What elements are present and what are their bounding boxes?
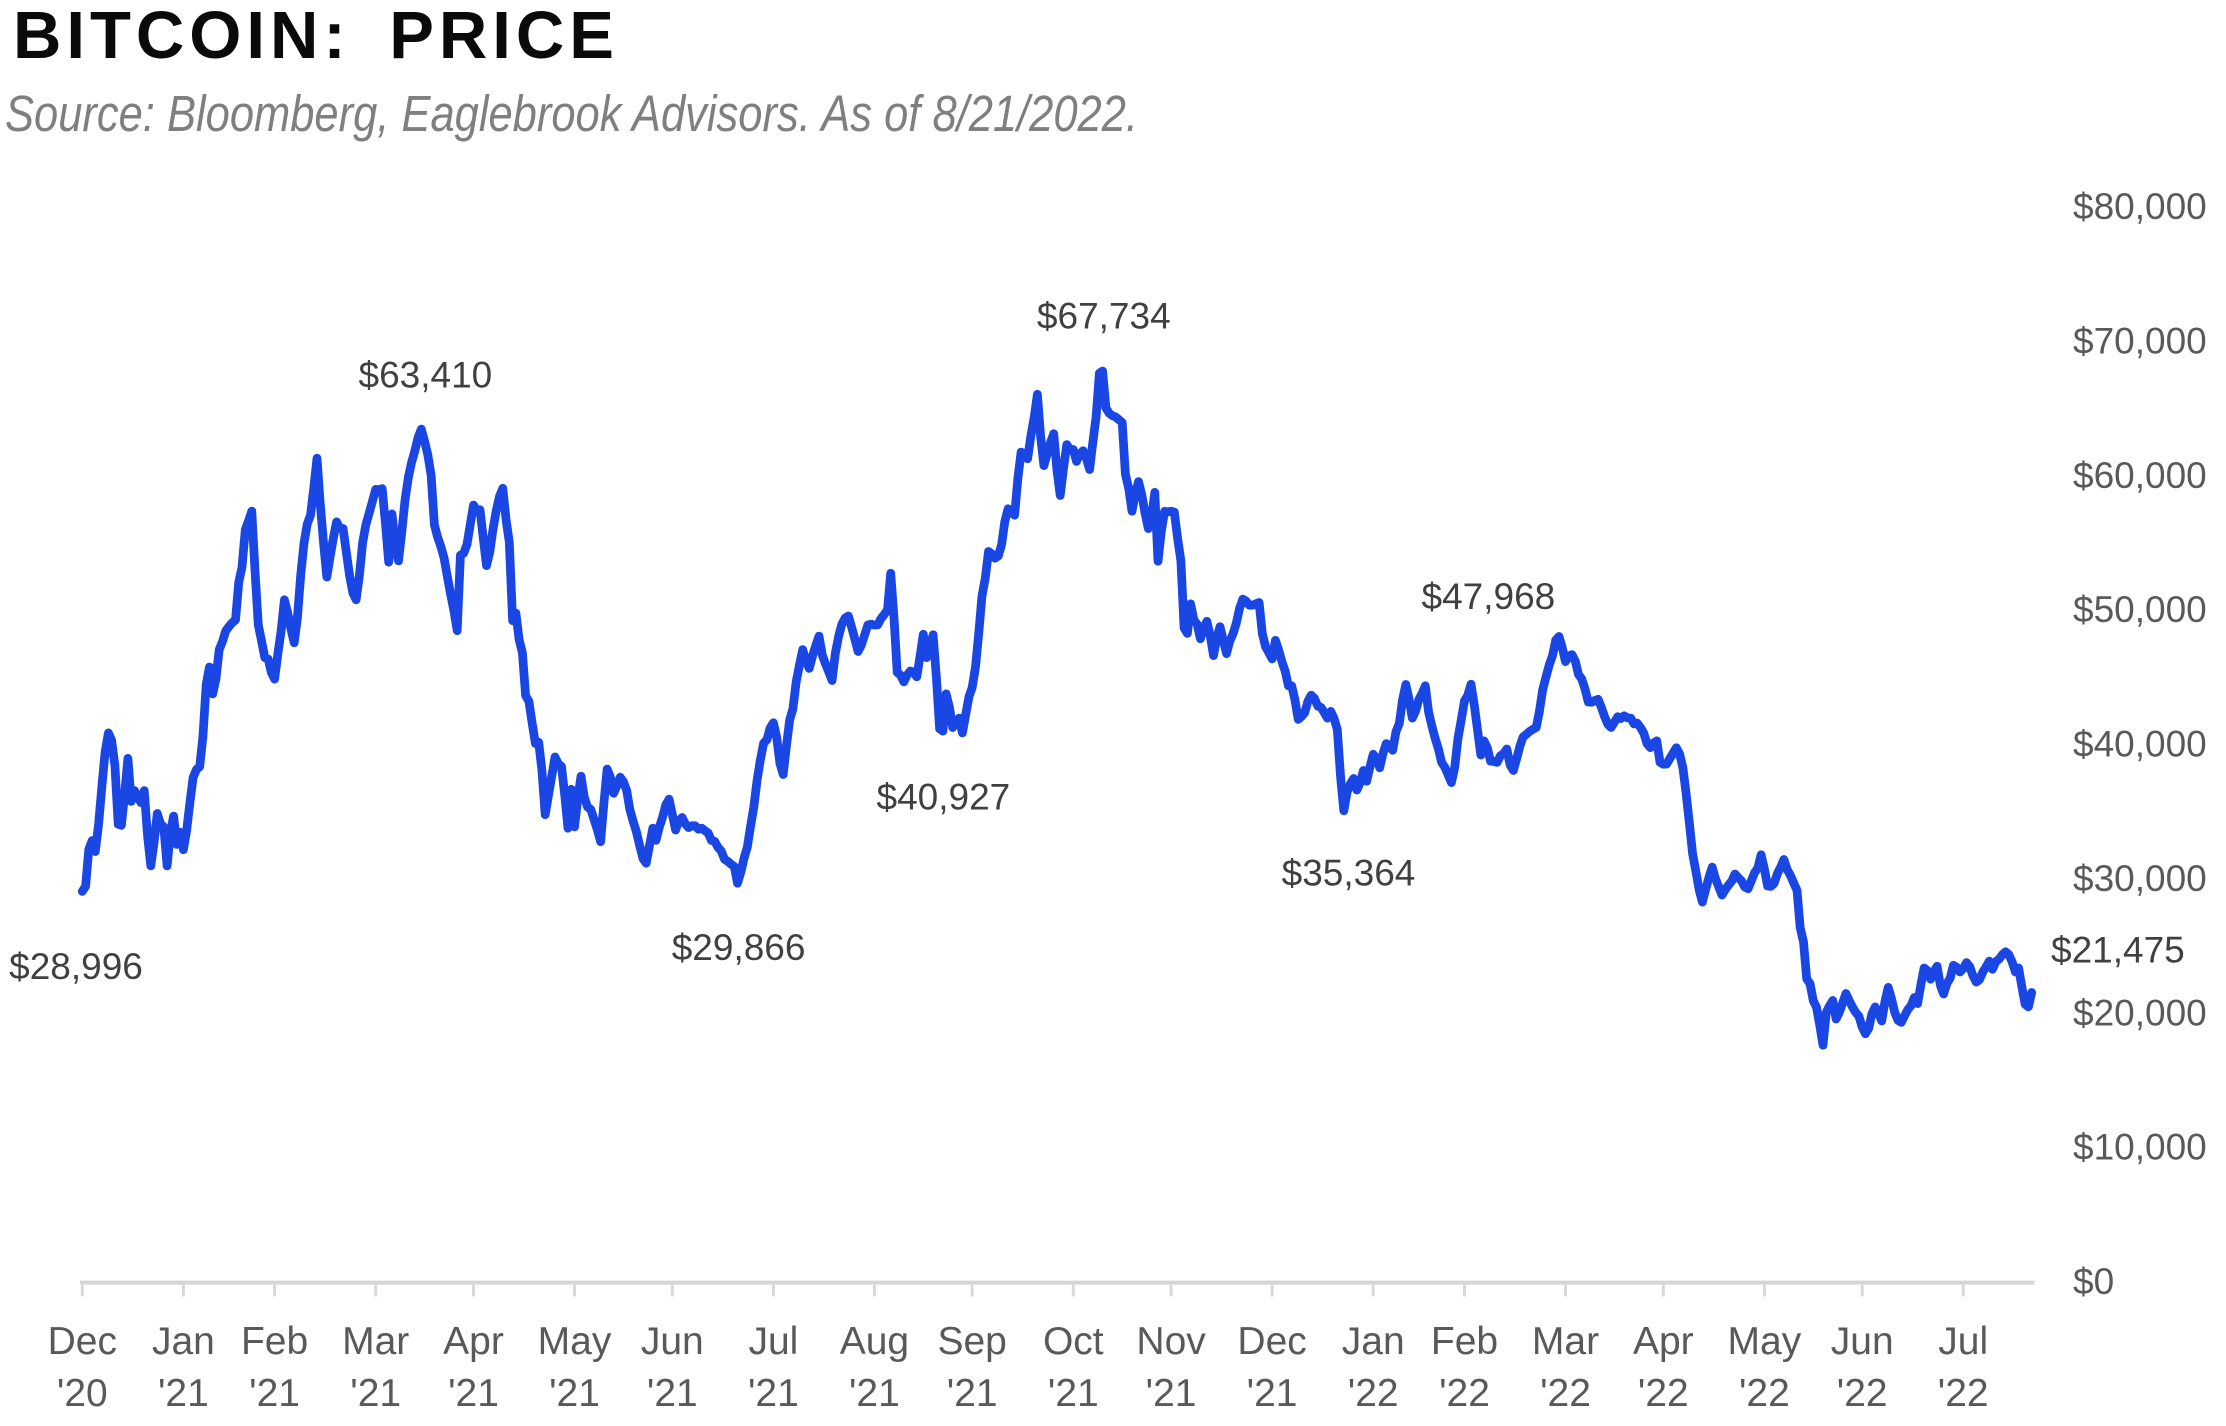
svg-text:'21: '21 bbox=[748, 1372, 799, 1415]
svg-text:Source: Bloomberg, Eaglebrook: Source: Bloomberg, Eaglebrook Advisors. … bbox=[5, 85, 1138, 142]
svg-text:Feb: Feb bbox=[1431, 1320, 1498, 1363]
svg-text:'21: '21 bbox=[947, 1372, 998, 1415]
svg-text:$80,000: $80,000 bbox=[2073, 186, 2207, 227]
svg-text:'21: '21 bbox=[350, 1372, 401, 1415]
svg-text:BITCOIN: PRICE: BITCOIN: PRICE bbox=[13, 0, 619, 73]
svg-text:Dec: Dec bbox=[48, 1320, 117, 1363]
svg-text:'22: '22 bbox=[1739, 1372, 1790, 1415]
svg-text:$20,000: $20,000 bbox=[2073, 992, 2207, 1033]
svg-text:Sep: Sep bbox=[937, 1320, 1006, 1363]
svg-text:$40,927: $40,927 bbox=[877, 776, 1011, 817]
svg-text:Jun: Jun bbox=[641, 1320, 704, 1363]
svg-text:$0: $0 bbox=[2073, 1261, 2114, 1302]
svg-text:'21: '21 bbox=[1146, 1372, 1197, 1415]
svg-text:Mar: Mar bbox=[342, 1320, 409, 1363]
svg-text:'21: '21 bbox=[849, 1372, 900, 1415]
svg-text:Apr: Apr bbox=[443, 1320, 504, 1363]
svg-text:Aug: Aug bbox=[840, 1320, 909, 1363]
svg-text:$67,734: $67,734 bbox=[1037, 296, 1171, 337]
svg-text:$63,410: $63,410 bbox=[359, 354, 493, 395]
svg-text:'21: '21 bbox=[549, 1372, 600, 1415]
svg-text:Feb: Feb bbox=[241, 1320, 308, 1363]
svg-text:'22: '22 bbox=[1938, 1372, 1989, 1415]
svg-text:Jul: Jul bbox=[1938, 1320, 1988, 1363]
svg-text:Jun: Jun bbox=[1831, 1320, 1894, 1363]
svg-text:$28,996: $28,996 bbox=[9, 946, 143, 987]
svg-text:'22: '22 bbox=[1348, 1372, 1399, 1415]
svg-text:'22: '22 bbox=[1638, 1372, 1689, 1415]
svg-text:Apr: Apr bbox=[1633, 1320, 1694, 1363]
svg-text:$50,000: $50,000 bbox=[2073, 589, 2207, 630]
svg-text:'21: '21 bbox=[249, 1372, 300, 1415]
svg-text:'21: '21 bbox=[647, 1372, 698, 1415]
svg-text:$21,475: $21,475 bbox=[2051, 929, 2185, 970]
svg-text:$47,968: $47,968 bbox=[1422, 576, 1556, 617]
svg-text:Jan: Jan bbox=[152, 1320, 215, 1363]
svg-text:'21: '21 bbox=[1048, 1372, 1099, 1415]
svg-text:'20: '20 bbox=[57, 1372, 108, 1415]
svg-text:Mar: Mar bbox=[1532, 1320, 1599, 1363]
svg-text:May: May bbox=[1728, 1320, 1802, 1363]
svg-text:Nov: Nov bbox=[1136, 1320, 1206, 1363]
svg-text:$40,000: $40,000 bbox=[2073, 724, 2207, 765]
svg-text:'22: '22 bbox=[1439, 1372, 1490, 1415]
svg-text:$30,000: $30,000 bbox=[2073, 858, 2207, 899]
svg-text:$29,866: $29,866 bbox=[672, 927, 806, 968]
svg-text:Jul: Jul bbox=[748, 1320, 798, 1363]
svg-text:Oct: Oct bbox=[1043, 1320, 1104, 1363]
svg-text:$35,364: $35,364 bbox=[1282, 853, 1416, 894]
svg-text:Jan: Jan bbox=[1342, 1320, 1405, 1363]
svg-text:'22: '22 bbox=[1540, 1372, 1591, 1415]
svg-text:'21: '21 bbox=[158, 1372, 209, 1415]
svg-text:$70,000: $70,000 bbox=[2073, 321, 2207, 362]
svg-text:Dec: Dec bbox=[1237, 1320, 1306, 1363]
svg-text:$60,000: $60,000 bbox=[2073, 455, 2207, 496]
svg-text:'22: '22 bbox=[1837, 1372, 1888, 1415]
svg-text:'21: '21 bbox=[1247, 1372, 1298, 1415]
svg-text:$10,000: $10,000 bbox=[2073, 1127, 2207, 1168]
svg-text:'21: '21 bbox=[448, 1372, 499, 1415]
svg-text:May: May bbox=[538, 1320, 612, 1363]
